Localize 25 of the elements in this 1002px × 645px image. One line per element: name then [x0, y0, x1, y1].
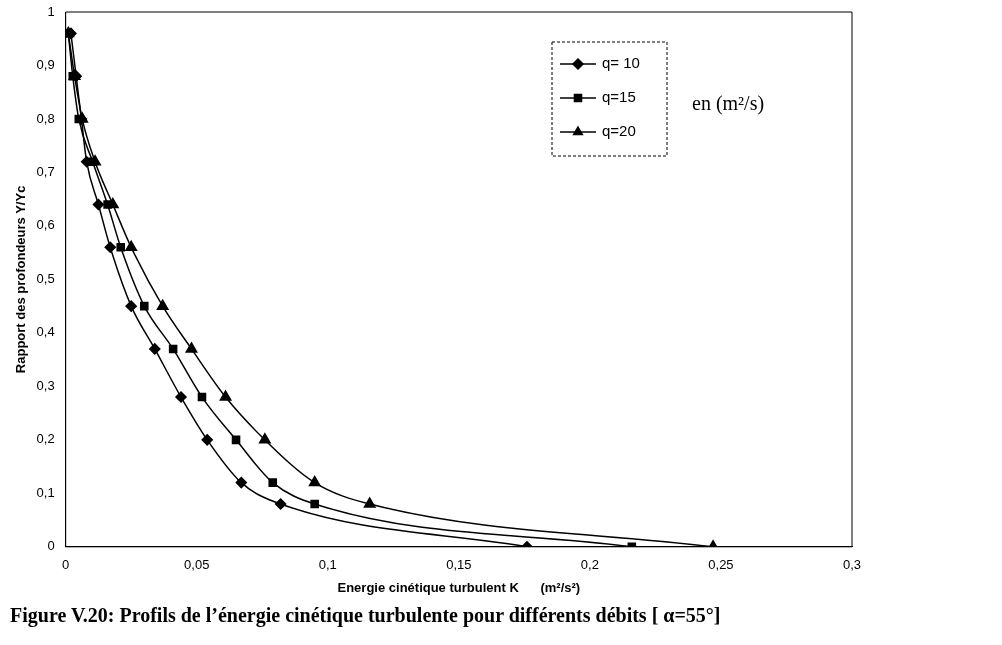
legend-label: q= 10 [602, 54, 640, 72]
y-tick-label: 1 [47, 3, 55, 19]
y-tick-label: 0 [47, 538, 55, 554]
x-tick-label: 0 [62, 557, 70, 573]
legend-label: q=20 [602, 122, 636, 140]
x-axis-title: Energie cinétique turbulent K (m²/s²) [337, 579, 581, 595]
y-axis-title: Rapport des profondeurs Y/Yc [13, 185, 29, 374]
y-tick-label: 0,7 [36, 164, 55, 180]
y-tick-label: 0,1 [36, 484, 55, 500]
x-tick-label: 0,1 [318, 557, 337, 573]
x-tick-label: 0,15 [446, 557, 472, 573]
y-tick-label: 0,5 [36, 270, 55, 286]
x-tick-label: 0,3 [842, 557, 862, 573]
y-tick-label: 0,4 [36, 324, 55, 340]
y-tick-label: 0,8 [36, 110, 55, 126]
x-tick-label: 0,2 [580, 557, 599, 573]
legend-label: q=15 [602, 88, 636, 106]
annotation: en (m²/s) [692, 92, 765, 115]
text: Figure V.20: Profils de l’énergie cinétique turbulente pour différents débits [ α=55°] [10, 604, 721, 627]
y-tick-label: 0,9 [36, 57, 55, 73]
y-tick-label: 0,2 [36, 431, 55, 447]
y-tick-label: 0,3 [36, 377, 55, 393]
x-tick-label: 0,25 [708, 557, 734, 573]
x-tick-label: 0,05 [184, 557, 210, 573]
y-tick-label: 0,6 [36, 217, 55, 233]
